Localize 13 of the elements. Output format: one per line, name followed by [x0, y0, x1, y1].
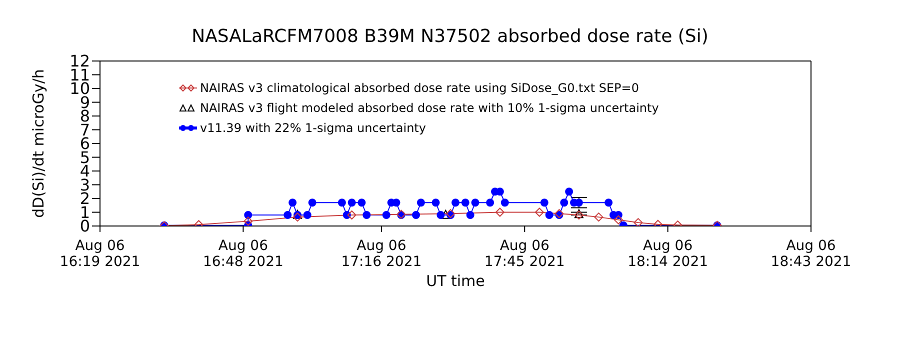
- x-tick-label: Aug 06 18:14 2021: [628, 238, 708, 270]
- x-tick-label: Aug 06 16:48 2021: [202, 238, 284, 270]
- x-tick-label: Aug 06 17:16 2021: [341, 238, 422, 270]
- x-tick-label: Aug 06 17:45 2021: [484, 238, 565, 270]
- legend-label: NAIRAS v3 climatological absorbed dose rate using SiDose_G0.txt SEP=0: [200, 80, 639, 97]
- chart-title: NASALaRCFM7008 B39M N37502 absorbed dose rate (Si): [190, 26, 710, 47]
- legend-label: NAIRAS v3 flight modeled absorbed dose rate with 10% 1-sigma uncertainty: [200, 100, 659, 117]
- x-axis-title: UT time: [426, 272, 485, 290]
- y-axis-title: dD(Si)/dt microGy/h: [29, 69, 48, 218]
- x-tick-label: Aug 06 18:43 2021: [770, 238, 852, 270]
- y-tick-label: 0: [80, 216, 90, 236]
- legend-label: v11.39 with 22% 1-sigma uncertainty: [200, 120, 426, 137]
- x-tick-label: Aug 06 16:19 2021: [60, 238, 140, 270]
